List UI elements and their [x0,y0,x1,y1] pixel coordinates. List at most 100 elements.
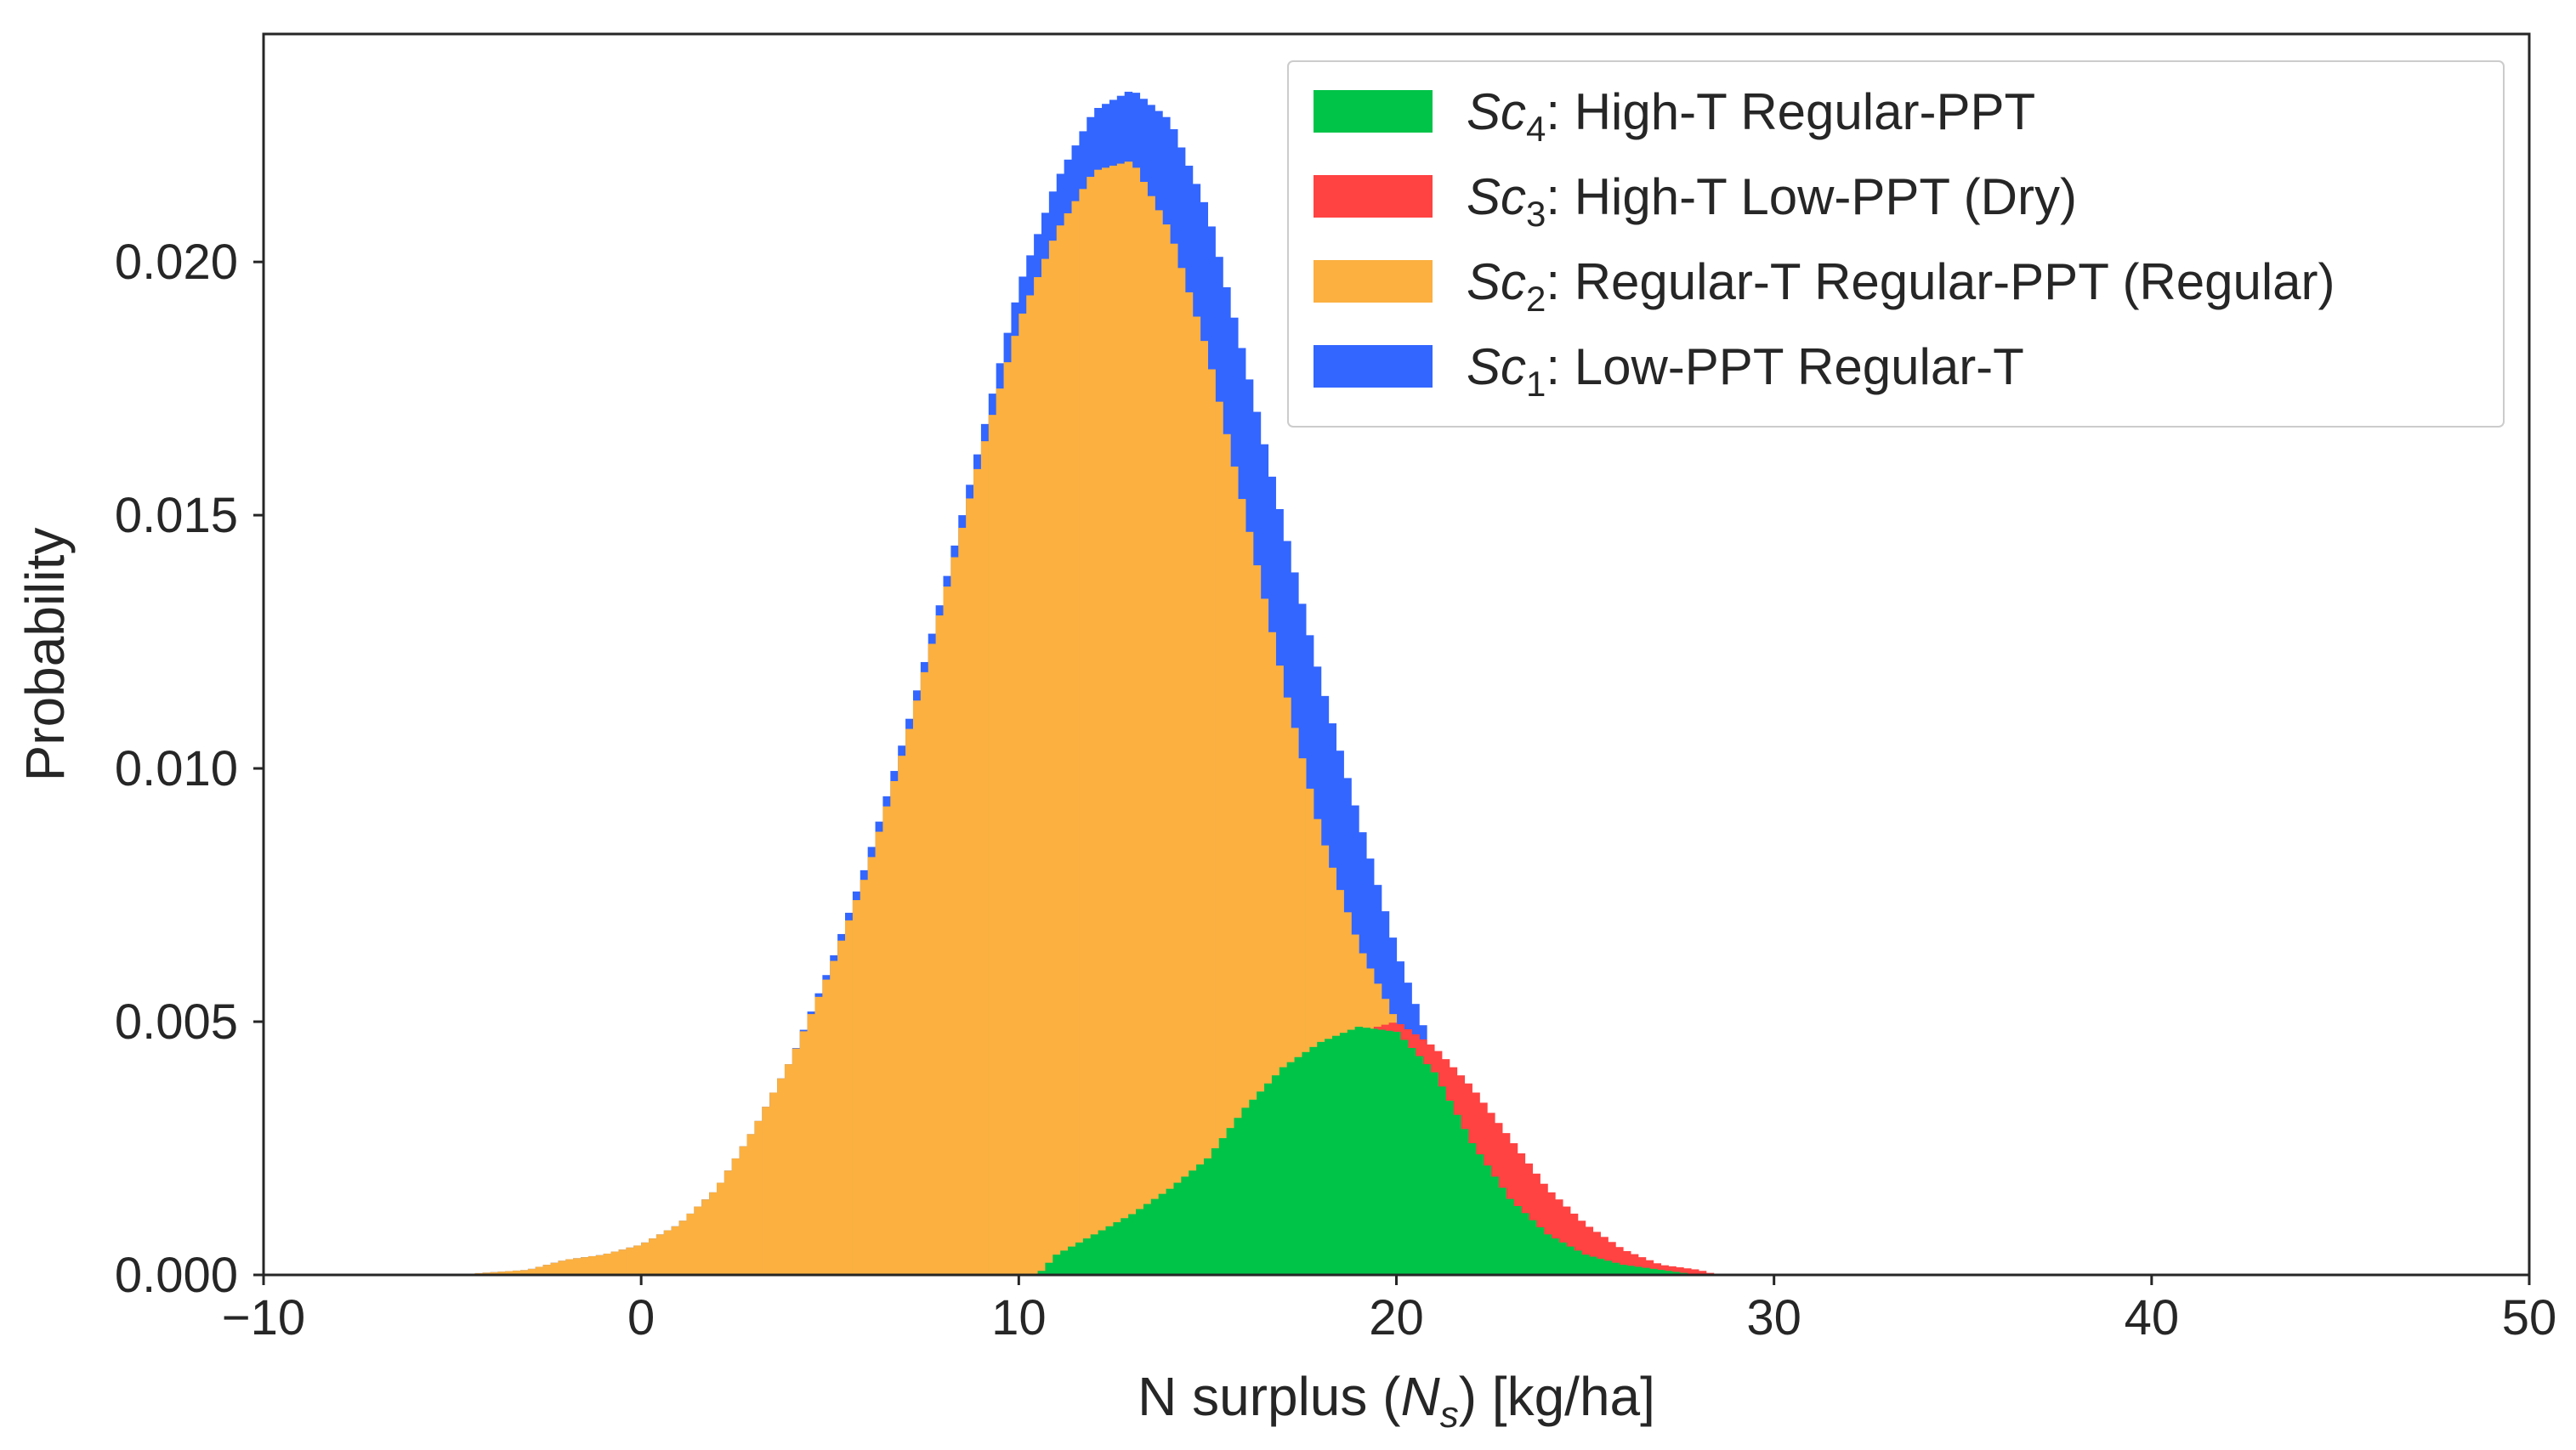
legend-frame [1287,60,2505,428]
y-tick-label: 0.020 [115,235,238,290]
bar [581,1257,589,1275]
bar [1098,1230,1107,1275]
legend-swatch-sc4 [1314,90,1433,133]
bar [1690,1269,1699,1275]
bar [1177,268,1186,1275]
bar [1260,598,1269,1275]
bar [1302,1051,1310,1275]
bar [1173,1182,1182,1275]
bar [1589,1256,1597,1275]
x-axis-label-post: ) [kg/ha] [1459,1366,1655,1427]
bar [1603,1260,1613,1275]
bar [1291,728,1299,1275]
bar [958,528,967,1275]
bar [527,1268,536,1275]
bar [1048,241,1058,1275]
bar [1535,1226,1545,1275]
bar [1075,1242,1084,1275]
bar [1562,1206,1571,1275]
bar [1230,466,1239,1275]
bar [1634,1266,1643,1275]
bar [1271,1075,1280,1275]
bar [542,1265,552,1275]
bar [1060,1250,1069,1275]
bar [1218,1138,1228,1275]
bar [988,415,997,1275]
bar [1090,1234,1099,1275]
legend-swatch-sc2 [1314,260,1433,303]
bar [678,1221,688,1275]
bar [694,1206,702,1275]
bar [1196,1164,1205,1275]
legend-label-rest: : Regular-T Regular-PPT (Regular) [1546,253,2335,310]
bar [784,1064,793,1275]
bar [701,1199,710,1275]
bar [950,557,959,1275]
bar [1011,336,1019,1275]
bar [1615,1247,1624,1275]
bar [1305,788,1314,1275]
bar [565,1259,574,1275]
bar [1339,1033,1348,1275]
bar [505,1271,513,1275]
bar [746,1134,756,1275]
bar [1453,1114,1461,1275]
x-tick-label: 20 [1369,1290,1424,1345]
bar [1664,1271,1673,1275]
bar [1158,1193,1167,1275]
legend-label-rest: : High-T Low-PPT (Dry) [1546,168,2077,225]
bar [1407,1048,1416,1275]
bar [1215,401,1223,1276]
legend-label-rest: : Low-PPT Regular-T [1546,338,2023,395]
bar [1018,313,1027,1276]
bar [1619,1265,1628,1275]
legend-label-var: Sc [1467,338,1526,395]
bar [1668,1266,1677,1275]
bar [1528,1220,1537,1275]
x-tick-label: 50 [2502,1290,2557,1345]
y-tick-label: 0.000 [115,1248,238,1303]
bar [1671,1272,1681,1275]
bar [1543,1234,1552,1275]
bar [807,1014,816,1275]
bar [1094,169,1103,1276]
bar [626,1247,634,1275]
bar [1150,1198,1160,1275]
bar [663,1230,672,1275]
bar [520,1270,529,1275]
bar [1600,1237,1609,1275]
bar [1143,1204,1152,1275]
legend-label-sc4: Sc4: High-T Regular-PPT [1467,83,2035,149]
bar [1132,167,1141,1275]
bar [882,806,891,1275]
bar [852,900,861,1275]
legend-label-sc2: Sc2: Regular-T Regular-PPT (Regular) [1467,253,2335,319]
bar [1105,1226,1114,1275]
bar [1558,1242,1567,1275]
bar [1649,1268,1658,1275]
bar [1268,632,1276,1275]
bar [943,586,951,1275]
bar [973,468,982,1275]
bar [1026,295,1035,1275]
x-axis-label-var: N [1400,1366,1440,1427]
bar [1331,1035,1341,1275]
bar [1415,1056,1424,1275]
bar [1223,433,1231,1275]
bar [1241,1107,1250,1275]
bar [1286,1062,1296,1275]
bar [1237,499,1246,1275]
bar [1547,1192,1556,1275]
bar [1279,1067,1288,1275]
bar [1551,1238,1560,1275]
bar [1136,1209,1144,1275]
bar [1109,165,1118,1276]
bar [1045,1262,1053,1275]
bar [980,441,990,1275]
bar [595,1255,604,1275]
bar [1611,1262,1620,1275]
bar [814,996,823,1275]
bar [1362,1028,1371,1275]
